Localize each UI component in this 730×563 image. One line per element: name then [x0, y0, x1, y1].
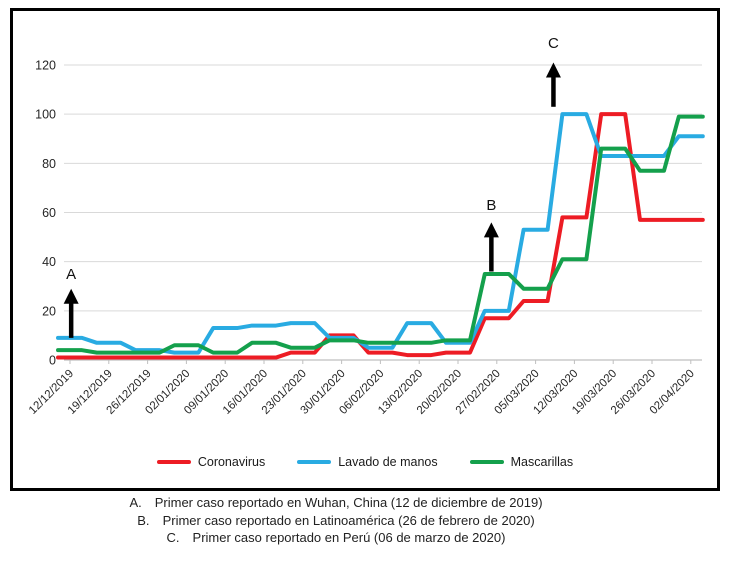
footnote-a: A. Primer caso reportado en Wuhan, China …	[0, 494, 672, 512]
footnote-c-marker: C.	[166, 530, 180, 545]
trends-line-chart: 02040608010012012/12/201919/12/201926/12…	[27, 35, 705, 417]
svg-text:B: B	[486, 197, 496, 214]
chart-footnotes: A. Primer caso reportado en Wuhan, China …	[0, 494, 672, 547]
legend-item-lavado-de-manos: Lavado de manos	[297, 455, 438, 469]
legend-item-coronavirus: Coronavirus	[156, 455, 266, 469]
legend-swatch-coronavirus	[156, 459, 191, 465]
footnote-b-text: Primer caso reportado en Latinoamérica (…	[162, 512, 535, 528]
svg-text:40: 40	[42, 255, 56, 269]
chart-legend: Coronavirus Lavado de manos Mascarillas	[0, 455, 730, 469]
svg-text:100: 100	[35, 108, 56, 122]
svg-text:120: 120	[35, 59, 56, 73]
legend-label-coronavirus: Coronavirus	[197, 455, 266, 469]
svg-text:0: 0	[49, 354, 56, 368]
footnote-b-marker: B.	[137, 512, 150, 528]
legend-label-lavado-de-manos: Lavado de manos	[338, 455, 438, 469]
svg-text:60: 60	[42, 206, 56, 220]
svg-text:A: A	[66, 266, 76, 283]
legend-swatch-lavado-de-manos	[297, 459, 332, 465]
chart-border-frame	[10, 8, 720, 491]
footnote-b: B. Primer caso reportado en Latinoamérica…	[0, 512, 672, 530]
footnote-a-text: Primer caso reportado en Wuhan, China (1…	[154, 495, 543, 510]
svg-text:80: 80	[42, 157, 56, 171]
svg-text:20: 20	[42, 304, 56, 318]
footnote-c-text: Primer caso reportado en Perú (06 de mar…	[192, 530, 506, 545]
legend-swatch-mascarillas	[469, 459, 504, 465]
legend-label-mascarillas: Mascarillas	[510, 455, 574, 469]
footnote-c: C. Primer caso reportado en Perú (06 de m…	[0, 529, 672, 547]
footnote-a-marker: A.	[129, 495, 142, 510]
svg-text:C: C	[548, 35, 559, 52]
legend-item-mascarillas: Mascarillas	[469, 455, 574, 469]
